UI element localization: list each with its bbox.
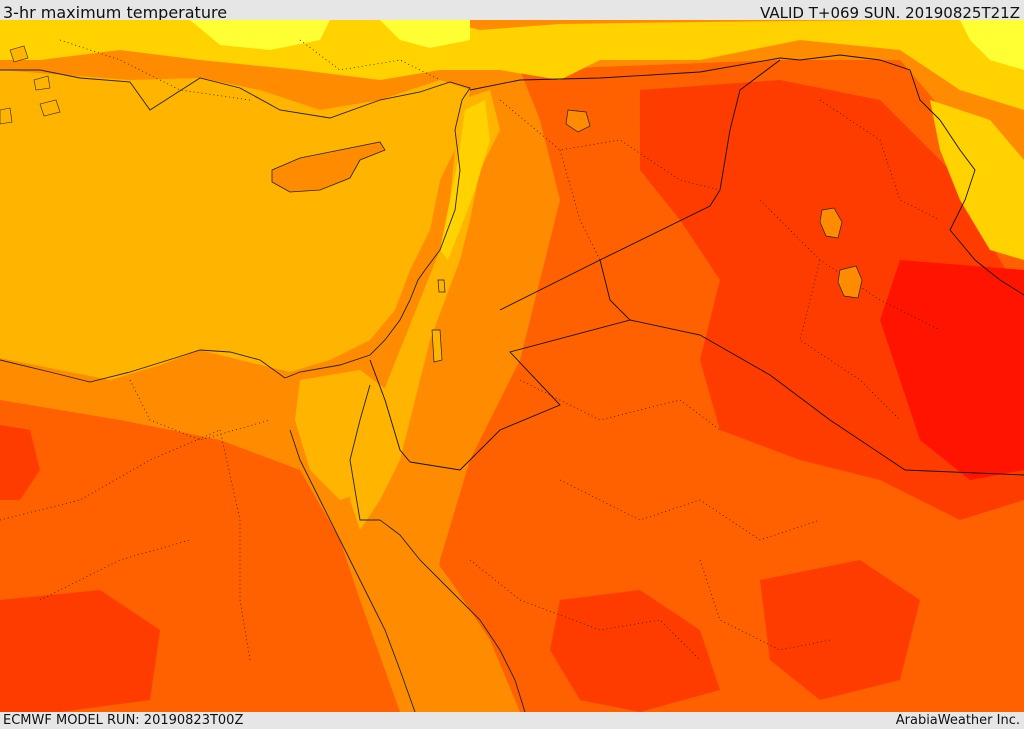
lebanon-mountains [440,100,490,260]
hottest-core [880,260,1024,480]
sinai-cool [295,370,400,500]
hot-patch-southeast [760,560,920,700]
coastline-gulf-suez [349,384,380,521]
turkey-cold-spot-1 [190,20,330,50]
sea-of-galilee [437,279,446,293]
aegean-islands [0,45,61,125]
red-sea [280,440,520,712]
hot-patch-egypt-south [0,590,160,712]
temperature-map [0,20,1024,712]
footer-bar [0,712,1024,729]
coastline-red-sea-east [379,519,526,712]
hot-patch-south [550,590,720,712]
border-iraq-saudi [629,319,1024,476]
lake-assad [565,109,591,133]
border-jordan-saudi [409,259,631,471]
hot-patch-west [0,425,40,500]
provider-credit: ArabiaWeather Inc. [895,713,1020,728]
valid-time-label: VALID T+069 SUN. 20190825T21Z [760,4,1020,22]
border-iran-iraq [939,119,1024,296]
iran-cold-spot [960,20,1024,70]
turkey-cold-spot-2 [380,20,470,48]
cyprus [271,141,386,193]
provincial-boundaries [0,39,941,661]
coastline-levant [284,129,461,379]
dead-sea [431,329,443,363]
coastline-red-sea-west [289,429,416,712]
coastline-egypt [0,349,286,383]
coastline-turkey [0,69,471,131]
map-title: 3-hr maximum temperature [3,3,228,22]
lake-habbaniyah [837,265,863,299]
lake-tharthar [819,207,843,239]
title-bar [0,0,1024,20]
border-egypt-israel [369,359,411,463]
model-run-label: ECMWF MODEL RUN: 20190823T00Z [3,713,244,728]
border-turkey-syria [469,54,941,121]
